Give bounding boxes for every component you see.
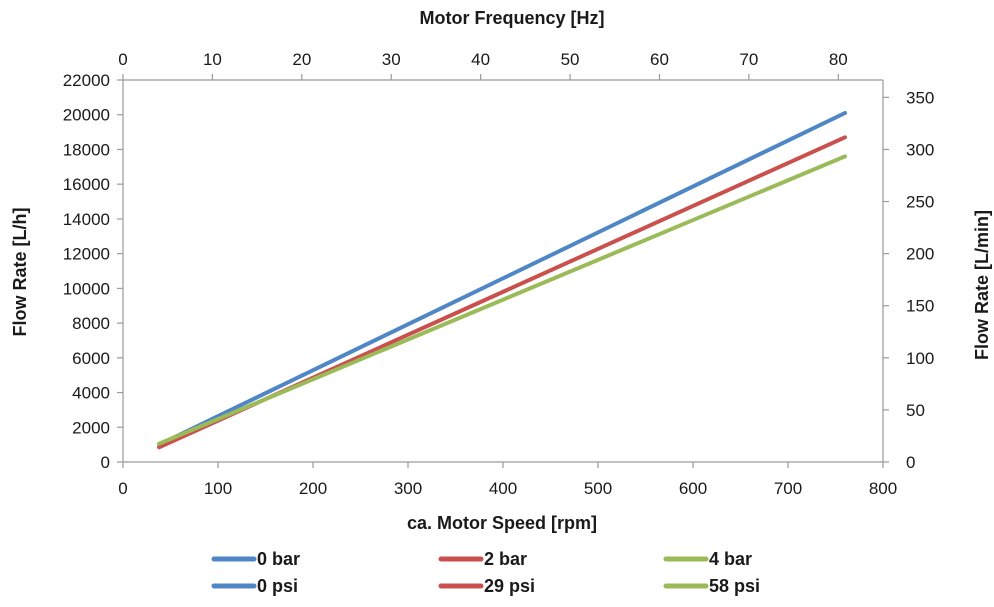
- x2-tick-label: 20: [292, 50, 311, 69]
- y-tick-label: 22000: [63, 71, 110, 90]
- x-tick-label: 100: [204, 479, 232, 498]
- x2-tick-label: 50: [561, 50, 580, 69]
- legend-label: 4 bar: [709, 549, 752, 569]
- y2-tick-label: 0: [906, 453, 915, 472]
- y2-tick-label: 100: [906, 349, 934, 368]
- y-tick-label: 14000: [63, 210, 110, 229]
- legend-label: 0 psi: [257, 576, 298, 596]
- y2-tick-label: 50: [906, 401, 925, 420]
- series-line: [157, 154, 847, 446]
- y-tick-label: 6000: [72, 349, 110, 368]
- x-tick-label: 500: [584, 479, 612, 498]
- x2-tick-label: 60: [650, 50, 669, 69]
- x-tick-label: 200: [299, 479, 327, 498]
- x-tick-label: 700: [774, 479, 802, 498]
- y2-tick-label: 300: [906, 140, 934, 159]
- y2-axis-title: Flow Rate [L/min]: [972, 210, 992, 360]
- legend: 0 bar 2 bar 4 bar 0 psi 29 psi 58 psi: [211, 549, 760, 596]
- y-tick-label: 8000: [72, 314, 110, 333]
- y2-tick-label: 350: [906, 88, 934, 107]
- y-axis-title: Flow Rate [L/h]: [10, 208, 30, 337]
- y-tick-label: 12000: [63, 245, 110, 264]
- x-tick-label: 300: [394, 479, 422, 498]
- ticks: 0 100 200 300 400 500 600 700 8000 10 20 30 40 50 60 70…: [63, 50, 935, 498]
- y-tick-label: 16000: [63, 175, 110, 194]
- x-tick-label: 600: [679, 479, 707, 498]
- legend-label: 2 bar: [484, 549, 527, 569]
- x2-axis-title: Motor Frequency [Hz]: [419, 8, 604, 28]
- y-tick-label: 0: [101, 453, 110, 472]
- series-line: [157, 110, 847, 447]
- x2-tick-label: 30: [382, 50, 401, 69]
- x2-tick-label: 80: [829, 50, 848, 69]
- legend-label: 0 bar: [257, 549, 300, 569]
- x-axis-title: ca. Motor Speed [rpm]: [407, 513, 597, 533]
- legend-label: 58 psi: [709, 576, 760, 596]
- y-tick-label: 20000: [63, 106, 110, 125]
- x-tick-label: 0: [118, 479, 127, 498]
- axes: [122, 79, 884, 463]
- y-tick-label: 2000: [72, 418, 110, 437]
- x-tick-label: 800: [869, 479, 897, 498]
- y2-tick-label: 250: [906, 193, 934, 212]
- x2-tick-label: 10: [203, 50, 222, 69]
- y-tick-label: 4000: [72, 384, 110, 403]
- y2-tick-label: 200: [906, 245, 934, 264]
- x-tick-label: 400: [489, 479, 517, 498]
- x2-tick-label: 70: [739, 50, 758, 69]
- legend-label: 29 psi: [484, 576, 535, 596]
- series-lines: [157, 110, 847, 450]
- y-tick-label: 18000: [63, 140, 110, 159]
- y2-tick-label: 150: [906, 297, 934, 316]
- x2-tick-label: 40: [471, 50, 490, 69]
- x2-tick-label: 0: [118, 50, 127, 69]
- y-tick-label: 10000: [63, 279, 110, 298]
